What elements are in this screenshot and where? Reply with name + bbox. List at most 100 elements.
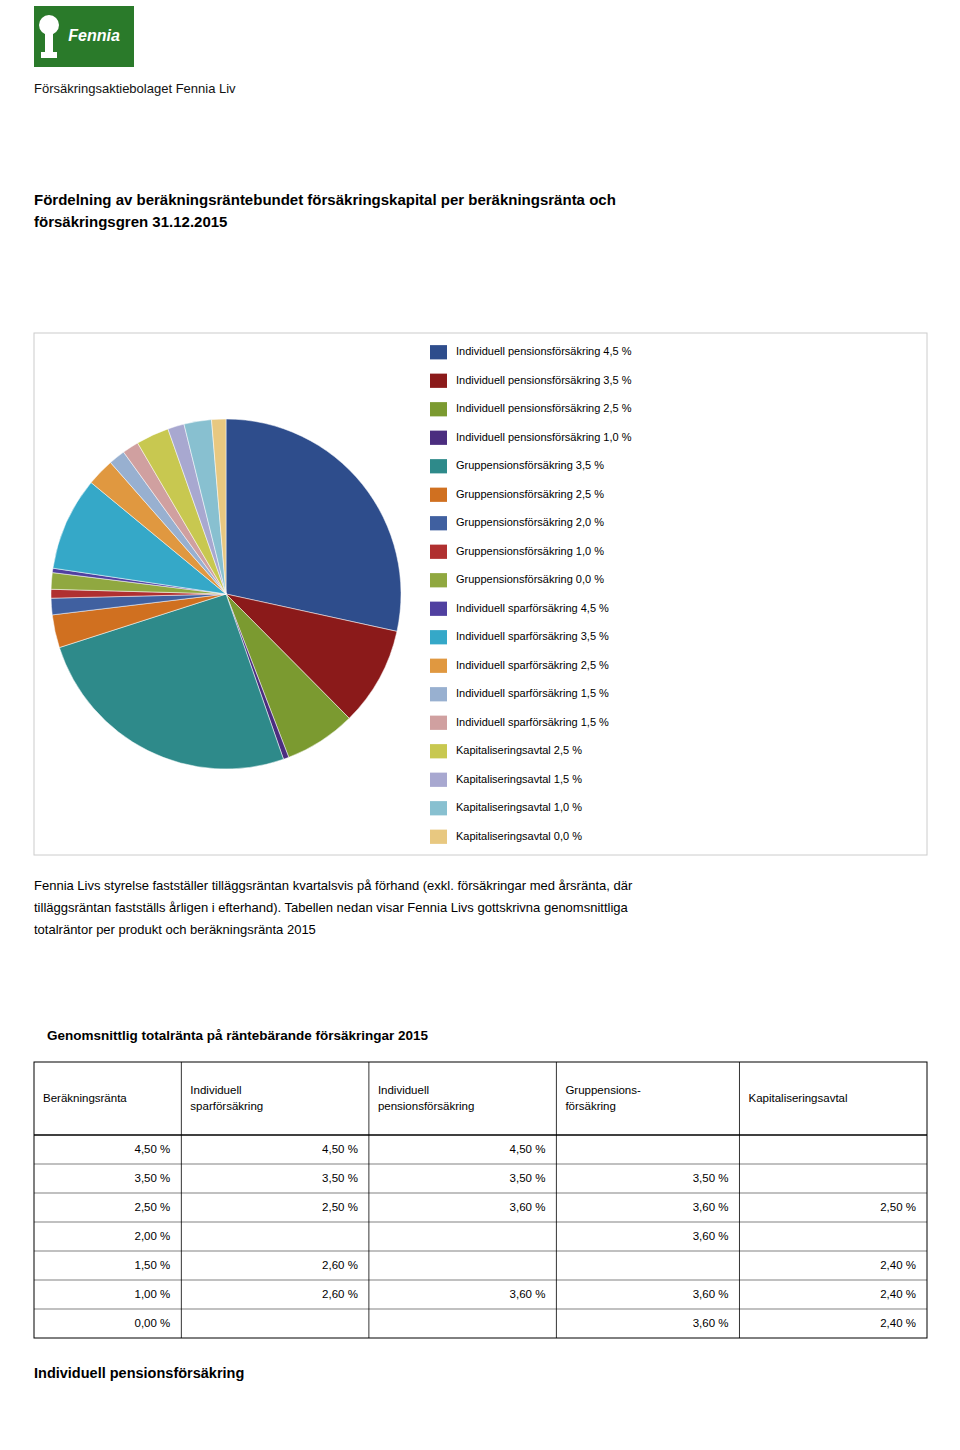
table-cell: 2,50 %	[135, 1201, 171, 1213]
table-cell: 3,50 %	[693, 1172, 729, 1184]
body-text: Fennia Livs styrelse fastställer tillägg…	[34, 878, 633, 893]
legend-entry: Kapitaliseringsavtal 2,5 %	[456, 744, 582, 756]
legend-entry: Individuell sparförsäkring 2,5 %	[456, 659, 609, 671]
pie	[51, 419, 401, 769]
legend-entry: Gruppensionsförsäkring 0,0 %	[456, 573, 604, 585]
legend-entry: Individuell sparförsäkring 1,5 %	[456, 716, 609, 728]
table-header: Individuell	[190, 1084, 241, 1096]
table-header: Gruppensions-	[565, 1084, 641, 1096]
legend-entry: Gruppensionsförsäkring 2,0 %	[456, 516, 604, 528]
legend-swatch	[430, 602, 447, 616]
legend-swatch	[430, 830, 447, 844]
legend-entry: Gruppensionsförsäkring 3,5 %	[456, 459, 604, 471]
table-cell: 2,50 %	[880, 1201, 916, 1213]
body-text: totalräntor per produkt och beräkningsrä…	[34, 922, 316, 937]
legend-entry: Individuell pensionsförsäkring 3,5 %	[456, 374, 632, 386]
table-cell: 3,60 %	[510, 1288, 546, 1300]
table-cell: 3,60 %	[693, 1201, 729, 1213]
logo: Fennia	[34, 6, 134, 67]
header-text: Försäkringsaktiebolaget Fennia Liv	[34, 81, 236, 96]
table-cell: 1,00 %	[135, 1288, 171, 1300]
legend-swatch	[430, 374, 447, 388]
legend-entry: Individuell sparförsäkring 4,5 %	[456, 602, 609, 614]
legend-entry: Gruppensionsförsäkring 2,5 %	[456, 488, 604, 500]
table-cell: 2,60 %	[322, 1288, 358, 1300]
pie-slice	[184, 420, 226, 594]
legend-swatch	[430, 573, 447, 587]
legend-entry: Gruppensionsförsäkring 1,0 %	[456, 545, 604, 557]
table-column-line	[556, 1062, 557, 1338]
legend-entry: Individuell sparförsäkring 3,5 %	[456, 630, 609, 642]
table-cell: 4,50 %	[322, 1143, 358, 1155]
legend-swatch	[430, 402, 447, 416]
table-header: Kapitaliseringsavtal	[748, 1092, 847, 1104]
table-row-line	[34, 1251, 927, 1252]
legend-swatch	[430, 345, 447, 359]
table-cell: 3,50 %	[510, 1172, 546, 1184]
table-column-line	[181, 1062, 182, 1338]
table-header: Individuell	[378, 1084, 429, 1096]
table-cell: 4,50 %	[510, 1143, 546, 1155]
legend-entry: Kapitaliseringsavtal 0,0 %	[456, 830, 582, 842]
legend-swatch	[430, 773, 447, 787]
table-cell: 2,60 %	[322, 1259, 358, 1271]
legend-entry: Individuell sparförsäkring 1,5 %	[456, 687, 609, 699]
table-row-line	[34, 1164, 927, 1165]
legend-swatch	[430, 488, 447, 502]
table-cell: 0,00 %	[135, 1317, 171, 1329]
legend-swatch	[430, 516, 447, 530]
chart-title: Fördelning av beräkningsräntebundet förs…	[34, 191, 616, 208]
legend-entry: Individuell pensionsförsäkring 2,5 %	[456, 402, 632, 414]
legend-swatch	[430, 687, 447, 701]
legend-swatch	[430, 431, 447, 445]
table-cell: 3,50 %	[135, 1172, 171, 1184]
table: Beräkningsränta Individuell sparförsäkring…	[34, 1062, 927, 1338]
logo-icon	[41, 52, 57, 58]
table-row-line	[34, 1222, 927, 1223]
table-cell: 3,50 %	[322, 1172, 358, 1184]
table-cell: 2,40 %	[880, 1317, 916, 1329]
table-header: pensionsförsäkring	[378, 1100, 475, 1112]
table-cell: 3,60 %	[693, 1317, 729, 1329]
table-border	[34, 1062, 927, 1338]
table-cell: 4,50 %	[135, 1143, 171, 1155]
page: Fennia Försäkringsaktiebolaget Fennia Liv…	[0, 0, 960, 1450]
legend-swatch	[430, 630, 447, 644]
logo-icon	[45, 33, 53, 53]
table-cell: 2,00 %	[135, 1230, 171, 1242]
legend-swatch	[430, 659, 447, 673]
chart-frame	[34, 333, 927, 855]
legend-swatch	[430, 744, 447, 758]
legend-swatch	[430, 459, 447, 473]
legend-entry: Kapitaliseringsavtal 1,5 %	[456, 773, 582, 785]
legend-swatch	[430, 716, 447, 730]
footer-text: Individuell pensionsförsäkring	[34, 1365, 244, 1381]
legend-swatch	[430, 545, 447, 559]
pie-slice	[212, 419, 226, 594]
table-header-line	[34, 1134, 927, 1136]
table-cell: 1,50 %	[135, 1259, 171, 1271]
chart-title: försäkringsgren 31.12.2015	[34, 213, 227, 230]
legend-swatch	[430, 801, 447, 815]
table-row-line	[34, 1193, 927, 1194]
table-column-line	[368, 1062, 369, 1338]
table-cell: 2,40 %	[880, 1259, 916, 1271]
table-header: Beräkningsränta	[43, 1092, 127, 1104]
legend-entry: Kapitaliseringsavtal 1,0 %	[456, 801, 582, 813]
legend-entry: Individuell pensionsförsäkring 1,0 %	[456, 431, 632, 443]
body-text: tilläggsräntan fastställs årligen i efte…	[34, 900, 629, 915]
legend-entry: Individuell pensionsförsäkring 4,5 %	[456, 345, 632, 357]
legend: Individuell pensionsförsäkring 4,5 % Indi…	[430, 345, 632, 844]
table-row-line	[34, 1280, 927, 1281]
table-header: sparförsäkring	[190, 1100, 263, 1112]
table-cell: 2,40 %	[880, 1288, 916, 1300]
table-cell: 3,60 %	[510, 1201, 546, 1213]
table-cell: 3,60 %	[693, 1230, 729, 1242]
table-title: Genomsnittlig totalränta på räntebärande…	[47, 1028, 429, 1043]
table-row-line	[34, 1309, 927, 1310]
table-column-line	[739, 1062, 740, 1338]
table-header: försäkring	[565, 1100, 616, 1112]
table-cell: 2,50 %	[322, 1201, 358, 1213]
logo-icon	[39, 15, 59, 35]
logo-text: Fennia	[68, 27, 120, 44]
